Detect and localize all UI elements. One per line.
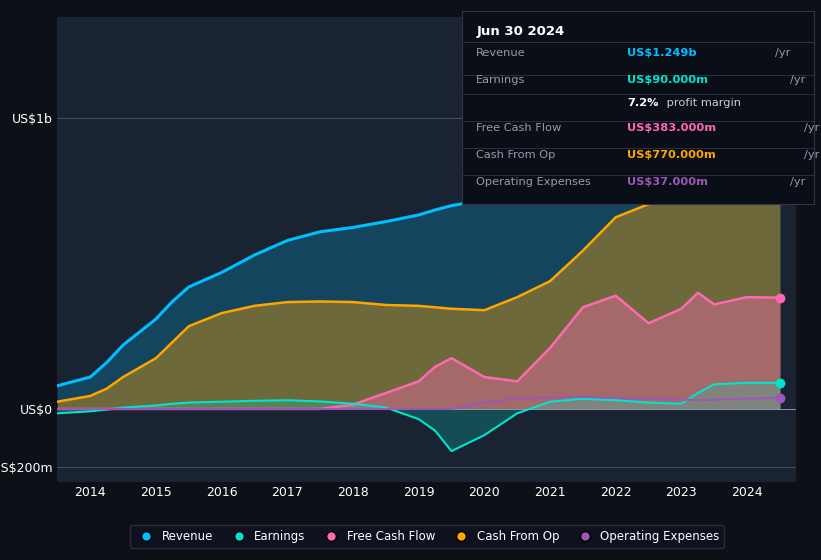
Text: Operating Expenses: Operating Expenses <box>476 178 591 188</box>
Text: US$90.000m: US$90.000m <box>627 75 713 85</box>
Text: Revenue: Revenue <box>476 48 526 58</box>
Text: profit margin: profit margin <box>663 98 741 108</box>
Legend: Revenue, Earnings, Free Cash Flow, Cash From Op, Operating Expenses: Revenue, Earnings, Free Cash Flow, Cash … <box>130 525 724 548</box>
Text: Earnings: Earnings <box>476 75 525 85</box>
Text: US$1.249b: US$1.249b <box>627 48 701 58</box>
Text: US$770.000m: US$770.000m <box>627 150 720 160</box>
Text: 7.2%: 7.2% <box>627 98 659 108</box>
Text: Free Cash Flow: Free Cash Flow <box>476 123 562 133</box>
Text: US$37.000m: US$37.000m <box>627 178 713 188</box>
Text: /yr: /yr <box>805 150 820 160</box>
Text: Jun 30 2024: Jun 30 2024 <box>476 25 565 38</box>
Text: /yr: /yr <box>790 75 805 85</box>
Text: /yr: /yr <box>805 123 820 133</box>
Text: US$383.000m: US$383.000m <box>627 123 721 133</box>
Text: /yr: /yr <box>790 178 805 188</box>
Text: /yr: /yr <box>775 48 791 58</box>
Text: Cash From Op: Cash From Op <box>476 150 556 160</box>
